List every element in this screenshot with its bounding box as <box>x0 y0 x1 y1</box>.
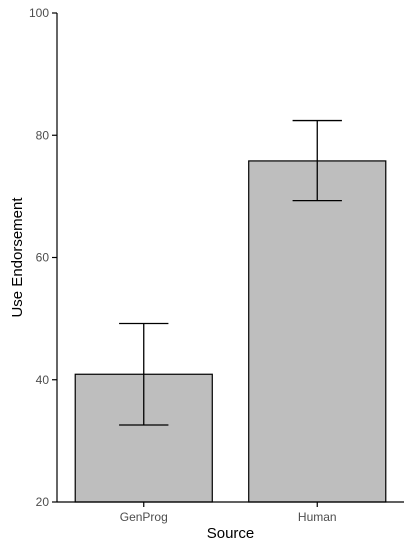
y-tick-label: 60 <box>36 251 50 265</box>
x-tick-label: GenProg <box>120 510 168 524</box>
y-axis-ticks: 20 40 60 80 100 <box>29 6 57 509</box>
y-tick-label: 80 <box>36 128 50 142</box>
x-axis-title: Source <box>207 525 255 542</box>
x-tick-label: Human <box>298 510 337 524</box>
y-tick-label: 40 <box>36 373 50 387</box>
x-axis-ticks: GenProg Human <box>120 502 337 524</box>
y-tick-label: 100 <box>29 6 49 20</box>
y-axis-title: Use Endorsement <box>9 197 26 318</box>
bar-human <box>248 160 387 503</box>
error-bars <box>119 119 342 426</box>
bars <box>74 160 387 503</box>
y-tick-label: 20 <box>36 495 50 509</box>
